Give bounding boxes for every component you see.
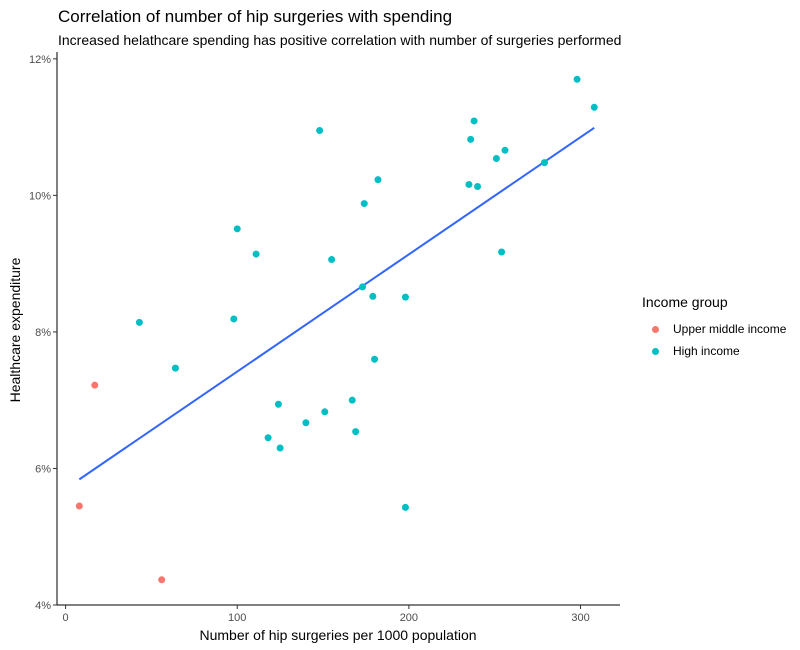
data-point-high-income [540,159,548,167]
y-tick-label: 12% [29,54,51,66]
x-tick-label: 0 [63,612,69,624]
data-point-high-income [467,135,475,143]
data-point-high-income [573,75,581,83]
data-point-high-income [474,182,482,190]
data-point-high-income [498,248,506,256]
data-point-high-income [374,176,382,184]
data-point-high-income [316,127,324,135]
data-point-upper-middle-income [75,502,83,510]
data-point-high-income [252,250,260,258]
trend-line [78,126,595,481]
legend-label-high-income: High income [673,344,740,358]
y-tick-label: 8% [35,327,51,339]
data-point-high-income [348,396,356,404]
data-point-high-income [470,117,478,125]
legend-title: Income group [642,294,728,310]
axes: 0 100 200 300 4% 6% 8% 10% 12% [29,52,620,624]
y-tick-label: 4% [35,600,51,612]
data-points [75,75,598,584]
x-tick-label: 200 [400,612,418,624]
y-tick-label: 10% [29,190,51,202]
data-point-high-income [369,292,377,300]
data-point-upper-middle-income [158,576,166,584]
chart-subtitle: Increased helathcare spending has positi… [58,32,622,48]
legend: Income group Upper middle income High in… [642,294,786,362]
data-point-high-income [359,283,367,291]
data-point-high-income [352,428,360,436]
data-point-high-income [492,155,500,163]
data-point-high-income [274,400,282,408]
data-point-upper-middle-income [91,381,99,389]
data-point-high-income [501,146,509,154]
legend-label-upper-middle-income: Upper middle income [673,322,787,336]
trend-line-group [78,126,595,481]
data-point-high-income [264,434,272,442]
y-tick-label: 6% [35,463,51,475]
data-point-high-income [321,408,329,416]
legend-swatch-upper-middle-income [652,325,659,333]
legend-swatch-high-income [652,347,659,355]
data-point-high-income [360,200,368,208]
data-point-high-income [465,180,473,188]
data-point-high-income [135,318,143,326]
data-point-high-income [230,315,238,323]
legend-item-high-income: High income [642,340,786,362]
data-point-high-income [233,225,241,233]
legend-item-upper-middle-income: Upper middle income [642,318,786,340]
data-point-high-income [171,364,179,372]
data-point-high-income [276,444,284,452]
data-point-high-income [371,355,379,363]
data-point-high-income [401,293,409,301]
x-axis-title: Number of hip surgeries per 1000 populat… [199,627,476,643]
data-point-high-income [590,103,598,111]
x-tick-label: 100 [228,612,246,624]
y-axis-title: Healthcare expenditure [7,257,23,402]
data-point-high-income [328,256,336,264]
data-point-high-income [302,419,310,427]
x-tick-label: 300 [571,612,589,624]
data-point-high-income [401,503,409,511]
chart-title: Correlation of number of hip surgeries w… [58,7,453,26]
